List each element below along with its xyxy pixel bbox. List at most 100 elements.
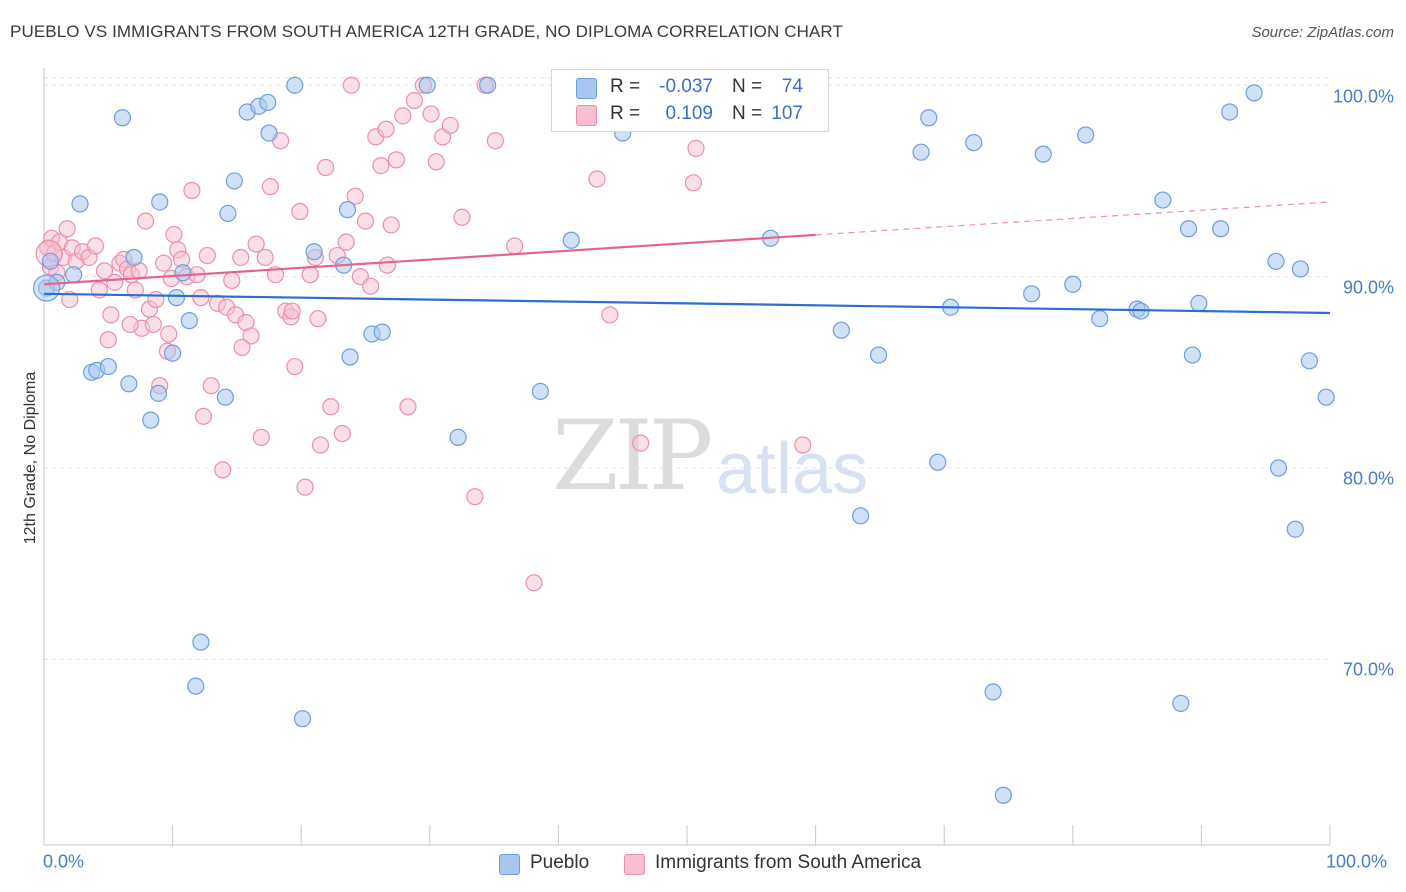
pueblo-point <box>832 321 850 339</box>
pueblo-point <box>151 193 169 211</box>
pueblo-point <box>99 357 117 376</box>
immigrants-point <box>422 105 440 123</box>
immigrants-point <box>506 237 524 255</box>
stats-row-pueblo: R = -0.037 N = 74 <box>552 73 828 101</box>
pueblo-point <box>1317 388 1335 406</box>
immigrants-point <box>214 461 232 479</box>
pueblo-point <box>64 266 83 284</box>
watermark-zip: ZIP <box>552 400 713 512</box>
immigrants-point <box>232 248 250 267</box>
immigrants-point <box>223 271 241 290</box>
immigrants-point <box>333 424 351 443</box>
immigrants-point <box>453 208 471 226</box>
pueblo-point <box>338 201 357 219</box>
immigrants-point <box>296 478 314 496</box>
immigrants-point <box>286 357 304 376</box>
immigrants-point <box>394 107 412 125</box>
immigrants-point <box>794 436 812 454</box>
pueblo-point <box>965 134 983 152</box>
immigrants-point <box>684 174 703 192</box>
immigrants-point <box>466 488 484 506</box>
r-label: R = <box>610 103 641 124</box>
immigrants-point <box>382 216 400 234</box>
legend: Pueblo Immigrants from South America <box>0 852 1406 876</box>
pueblo-point <box>167 289 186 307</box>
pueblo-point <box>418 76 436 94</box>
pueblo-swatch <box>499 854 520 875</box>
legend-label: Pueblo <box>530 852 590 873</box>
immigrants-point <box>154 254 173 272</box>
immigrants-point <box>160 325 178 343</box>
immigrants-point <box>247 235 265 253</box>
pueblo-point <box>125 248 143 267</box>
immigrants-trend-line <box>43 233 816 286</box>
immigrants-point <box>377 120 395 138</box>
n-label: N = <box>732 76 763 97</box>
pueblo-point <box>1267 252 1285 270</box>
pueblo-point <box>1077 126 1095 144</box>
source-credit: Source: ZipAtlas.com <box>1251 24 1394 41</box>
pueblo-point <box>531 382 549 401</box>
pueblo-point <box>71 195 89 213</box>
pueblo-point <box>1286 520 1304 538</box>
pueblo-point <box>1091 310 1109 328</box>
immigrants-point <box>427 153 445 171</box>
pueblo-point <box>929 453 947 471</box>
pueblo-point <box>870 346 888 364</box>
immigrants-point <box>183 181 201 200</box>
immigrants-point <box>301 266 319 284</box>
grid-lines <box>44 77 1330 660</box>
pueblo-point <box>1221 103 1239 121</box>
pueblo-point <box>1154 191 1172 209</box>
immigrants-point <box>356 212 375 230</box>
pueblo-point <box>305 243 323 261</box>
pueblo-point <box>41 252 60 270</box>
pueblo-point <box>32 274 61 302</box>
pueblo-point <box>187 677 205 695</box>
x-axis <box>43 68 1331 846</box>
pueblo-point <box>260 124 278 142</box>
pueblo-point <box>164 344 182 362</box>
immigrants-point <box>362 277 380 295</box>
immigrants-points <box>35 76 812 592</box>
immigrants-point <box>136 212 155 230</box>
pueblo-point <box>373 323 391 341</box>
pueblo-point <box>479 76 497 94</box>
pueblo-point <box>562 231 580 249</box>
immigrants-point <box>322 398 340 416</box>
immigrants-swatch <box>576 105 597 126</box>
immigrants-point <box>61 290 79 309</box>
immigrants-point <box>309 310 327 328</box>
pueblo-point <box>113 109 132 127</box>
pueblo-point <box>852 507 870 525</box>
r-value: 0.109 <box>665 103 713 124</box>
immigrants-point <box>486 132 504 150</box>
x-tick-label: 0.0% <box>43 851 85 872</box>
pueblo-point <box>1190 294 1208 312</box>
pueblo-point <box>180 312 198 330</box>
pueblo-point <box>174 264 192 282</box>
immigrants-point <box>86 237 105 255</box>
immigrants-point <box>102 306 120 324</box>
n-value: 74 <box>781 76 803 97</box>
pueblo-point <box>1064 275 1082 293</box>
pueblo-point <box>912 143 930 161</box>
immigrants-point <box>233 338 251 357</box>
pueblo-point <box>341 348 359 366</box>
immigrants-point <box>337 233 355 251</box>
immigrants-point <box>399 398 417 416</box>
immigrants-point <box>192 289 210 307</box>
immigrants-point <box>144 315 162 334</box>
immigrants-point <box>242 327 260 345</box>
immigrants-point <box>346 187 364 205</box>
immigrants-point <box>198 246 216 265</box>
immigrants-point <box>121 315 139 334</box>
immigrants-point <box>95 262 114 280</box>
immigrants-point <box>252 428 270 446</box>
immigrants-point <box>58 220 76 238</box>
pueblo-point <box>1034 145 1052 163</box>
immigrants-point <box>194 407 213 425</box>
immigrants-point <box>202 377 220 395</box>
immigrants-point <box>126 281 144 299</box>
